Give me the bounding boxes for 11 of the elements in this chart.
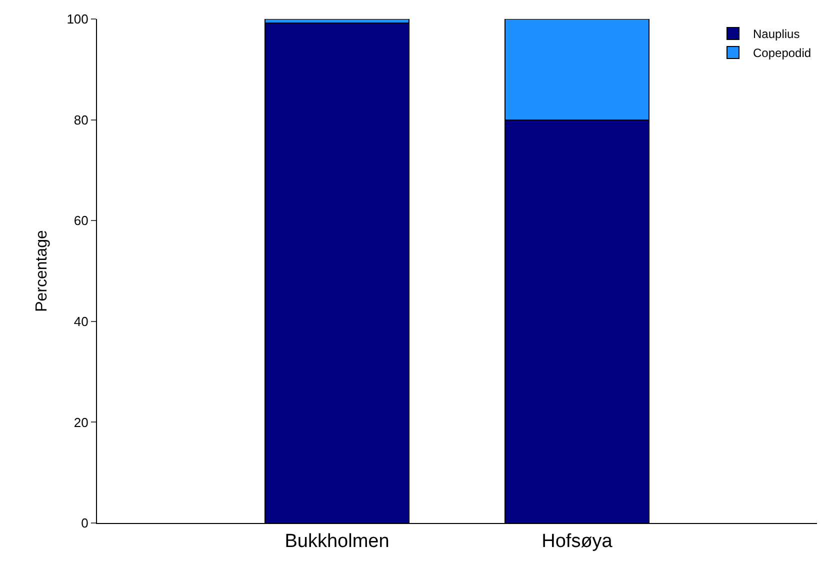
y-tick-label: 0 (81, 516, 88, 531)
y-tick-label: 20 (74, 414, 88, 430)
y-tick-label: 100 (66, 12, 88, 27)
y-tick-label: 80 (74, 112, 88, 128)
y-tick-label: 60 (74, 213, 88, 228)
x-tick-label: Hofsøya (542, 530, 613, 552)
y-tick-label: 40 (74, 314, 88, 329)
x-tick-label: Bukkholmen (284, 530, 390, 552)
legend-label: Copepodid (753, 46, 812, 60)
legend-label: Nauplius (753, 27, 800, 42)
y-axis-title: Percentage (34, 230, 51, 312)
